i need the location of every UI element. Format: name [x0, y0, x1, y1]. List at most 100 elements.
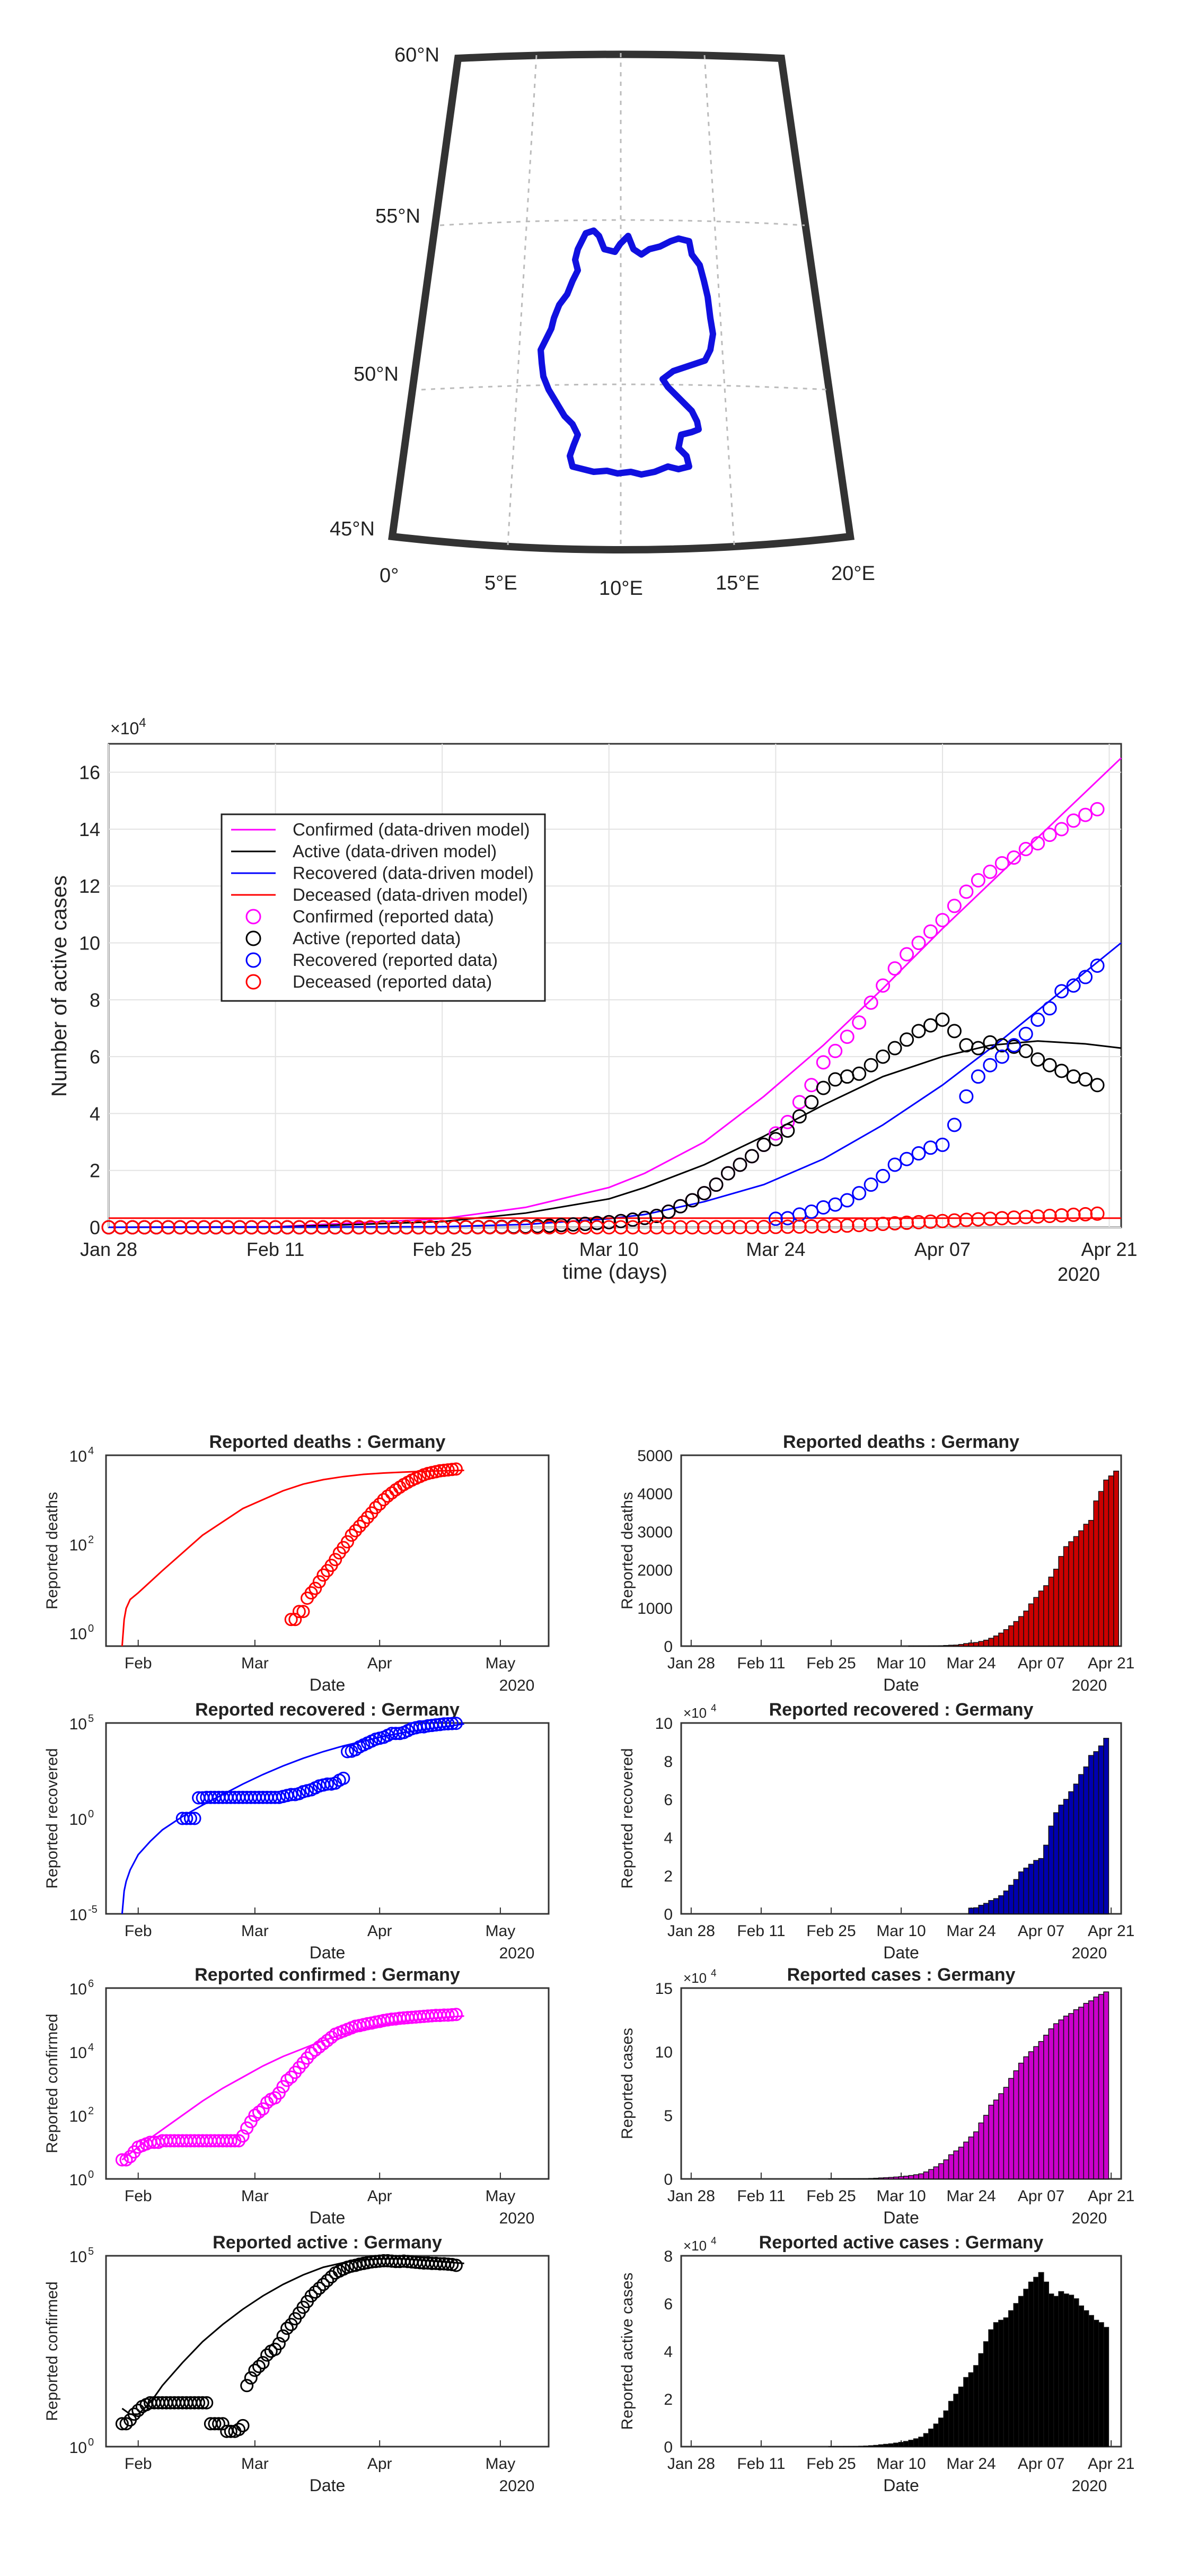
- panel-bar: [864, 2446, 868, 2447]
- panel-bar: [1069, 2295, 1073, 2447]
- panel-ytick-label: 1000: [637, 1600, 673, 1617]
- panel-bar: [1104, 1738, 1108, 1914]
- panel-ytick-label: 0: [664, 2171, 673, 2188]
- panel-xtick-label: Feb 25: [806, 2455, 856, 2473]
- panel-ytick-label: 2000: [637, 1562, 673, 1579]
- svg-text:Confirmed (data-driven model): Confirmed (data-driven model): [293, 820, 530, 839]
- svg-text:Deceased (data-driven model): Deceased (data-driven model): [293, 885, 528, 904]
- panel-bar: [1064, 1546, 1069, 1646]
- panel-y-multiplier: ×10: [683, 1970, 707, 1986]
- panel-bar: [929, 2429, 933, 2447]
- panel-ytick-exponent: 0: [88, 2437, 94, 2448]
- panel-ytick-label: 8: [664, 1753, 673, 1771]
- panel-bar: [944, 2411, 948, 2447]
- panel-bar: [974, 1907, 979, 1914]
- panel-bar: [1038, 2042, 1043, 2179]
- panel-bar: [974, 2132, 979, 2179]
- panel-bar: [984, 1903, 989, 1914]
- panel-log_confirmed: Reported confirmed : GermanyDateReported…: [43, 1965, 549, 2227]
- panel-bar: [989, 1901, 993, 1914]
- panel-bar: [1059, 2020, 1063, 2179]
- panel-ytick-label: 4: [664, 1830, 673, 1847]
- panel-bar: [954, 2151, 958, 2179]
- panel-bar: [1059, 1805, 1063, 1914]
- panel-bar: [1094, 1752, 1098, 1914]
- panel-bar: [1104, 1480, 1108, 1646]
- panel-bar: [859, 2446, 864, 2447]
- panel-bar: [1044, 1845, 1049, 1914]
- panel-bar: [993, 2100, 998, 2179]
- panel-ylabel: Reported recovered: [619, 1748, 636, 1888]
- panel-title: Reported confirmed : Germany: [195, 1965, 460, 1985]
- panel-bar: [1003, 2087, 1008, 2179]
- panel-ylabel: Reported confirmed: [43, 2281, 61, 2421]
- panel-plot-area: [106, 1988, 549, 2179]
- svg-text:Recovered (data-driven model): Recovered (data-driven model): [293, 863, 534, 883]
- panel-bar: [1034, 2278, 1038, 2447]
- panel-ytick-label: 2: [664, 2391, 673, 2408]
- panel-bar: [1089, 2316, 1094, 2447]
- panel-x-year: 2020: [499, 2477, 535, 2495]
- panel-bar: [968, 2373, 973, 2447]
- panel-bar: [853, 2446, 858, 2447]
- lon-label-0: 0°: [380, 565, 399, 587]
- panel-ytick-exponent: 0: [88, 1808, 94, 1820]
- main-ytick-label: 10: [79, 933, 100, 954]
- panel-bar: [914, 2175, 919, 2179]
- panel-ytick-label: 5000: [637, 1447, 673, 1465]
- panel-bar: [1069, 2014, 1073, 2179]
- panel-bar: [1084, 1524, 1088, 1646]
- panel-bar: [958, 2147, 963, 2179]
- main-ytick-label: 16: [79, 762, 100, 784]
- panel-ytick-exponent: 4: [88, 2042, 94, 2053]
- svg-text:Confirmed (reported data): Confirmed (reported data): [293, 907, 494, 926]
- panel-bar: [1014, 2304, 1018, 2447]
- panel-bar: [1009, 2311, 1014, 2447]
- panel-bar: [1034, 1597, 1038, 1646]
- panel-title: Reported active cases : Germany: [759, 2232, 1044, 2253]
- panel-bar: [869, 2446, 874, 2447]
- panel-bar: [1099, 1746, 1104, 1914]
- main-ylabel: Number of active cases: [48, 875, 71, 1097]
- panel-bar: [1069, 1792, 1073, 1914]
- panel-bar: [1099, 1491, 1104, 1646]
- svg-text:Deceased (reported data): Deceased (reported data): [293, 972, 492, 991]
- panel-bar_active: Reported active cases : GermanyDateRepor…: [619, 2232, 1134, 2495]
- panel-bar: [1069, 1542, 1073, 1646]
- panel-xtick-label: Feb 25: [806, 1655, 856, 1672]
- panel-bar: [1029, 2052, 1034, 2179]
- panel-bar: [1034, 2046, 1038, 2179]
- panel-bar: [1114, 1471, 1118, 1646]
- lat-label-50: 50°N: [354, 363, 399, 385]
- panel-bar: [1049, 2294, 1053, 2447]
- panel-bar: [949, 2402, 954, 2447]
- panel-bar: [964, 2142, 968, 2179]
- panel-bar: [968, 2137, 973, 2179]
- panel-ytick-exponent: 0: [88, 1623, 94, 1634]
- panel-title: Reported recovered : Germany: [195, 1700, 460, 1720]
- panel-y-multiplier-exponent: 4: [711, 1968, 717, 1979]
- panel-bar: [1099, 1994, 1104, 2179]
- panel-bar: [904, 2176, 909, 2179]
- panel-bar: [1094, 1997, 1098, 2179]
- panel-bar: [1019, 1616, 1024, 1646]
- panel-bar: [1019, 2063, 1024, 2179]
- panel-x-year: 2020: [1072, 2477, 1107, 2495]
- panel-xlabel: Date: [883, 2476, 919, 2495]
- panel-bar: [904, 2441, 909, 2447]
- panel-bar: [1084, 1767, 1088, 1914]
- panel-xtick-label: Mar 10: [876, 1922, 926, 1940]
- lat-label-45: 45°N: [330, 518, 375, 540]
- panel-ytick-label: 6: [664, 2296, 673, 2313]
- panel-bar: [1038, 2273, 1043, 2447]
- panel-xtick-label: Feb: [125, 2455, 152, 2473]
- panel-bar: [958, 1645, 963, 1646]
- panel-bar: [968, 1908, 973, 1914]
- panel-bar: [1038, 1591, 1043, 1646]
- panel-bar: [1024, 1868, 1028, 1914]
- panel-xtick-label: Feb 11: [737, 2455, 785, 2473]
- panel-xtick-label: Mar 24: [946, 2455, 996, 2473]
- main-legend: Confirmed (data-driven model) Active (da…: [222, 814, 545, 1001]
